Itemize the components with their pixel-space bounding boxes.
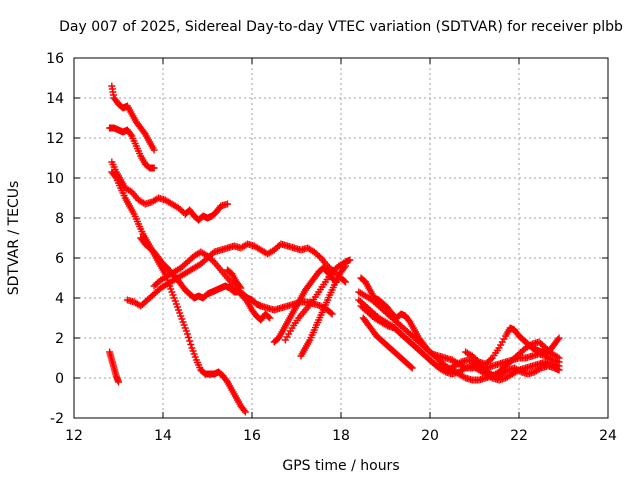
- data-point: [237, 284, 245, 292]
- data-point: [185, 334, 193, 341]
- series-arc-1: [108, 82, 158, 154]
- series-arc-5: [137, 234, 336, 318]
- x-tick-label: 18: [332, 428, 350, 444]
- data-point: [555, 366, 563, 374]
- y-tick-label: 14: [46, 91, 64, 107]
- series-arc-3: [108, 158, 232, 224]
- x-tick-label: 14: [154, 428, 172, 444]
- data-point: [187, 341, 195, 348]
- data-point: [408, 364, 416, 372]
- series-arc-10: [281, 256, 354, 344]
- data-point: [341, 262, 349, 270]
- data-point: [554, 336, 562, 343]
- series-arc-15: [357, 302, 563, 380]
- data-point: [340, 277, 348, 285]
- data-point: [328, 310, 336, 318]
- data-point: [555, 354, 563, 362]
- x-tick-label: 20: [421, 428, 439, 444]
- data-point: [266, 314, 274, 322]
- series-arc-8: [224, 266, 245, 292]
- series-arc-17: [462, 324, 563, 368]
- data-point: [127, 131, 135, 138]
- data-point: [265, 313, 273, 321]
- y-tick-label: -2: [50, 411, 64, 427]
- data-point: [407, 363, 415, 371]
- data-point: [241, 408, 249, 416]
- y-tick-label: 10: [46, 171, 64, 187]
- y-tick-label: 2: [55, 331, 64, 347]
- data-series: [106, 82, 563, 416]
- series-arc-7: [150, 248, 274, 324]
- data-point: [115, 378, 122, 386]
- data-point: [150, 164, 158, 172]
- data-point: [555, 334, 563, 342]
- x-tick-label: 16: [243, 428, 261, 444]
- data-point: [186, 337, 194, 345]
- series-arc-11: [297, 262, 349, 360]
- y-tick-label: 4: [55, 291, 64, 307]
- y-tick-label: 12: [46, 131, 64, 147]
- series-arc-2: [106, 124, 158, 172]
- data-point: [236, 283, 244, 290]
- chart-title: Day 007 of 2025, Sidereal Day-to-day VTE…: [59, 19, 623, 35]
- data-point: [240, 407, 248, 414]
- data-point: [327, 309, 335, 317]
- data-point: [111, 173, 119, 180]
- y-tick-label: 8: [55, 211, 64, 227]
- data-point: [224, 200, 232, 208]
- x-tick-label: 22: [510, 428, 528, 444]
- y-tick-label: 6: [55, 251, 64, 267]
- x-axis-label: GPS time / hours: [282, 458, 399, 474]
- series-arc-18: [106, 348, 122, 386]
- series-arc-16: [359, 314, 416, 372]
- y-tick-label: 0: [55, 371, 64, 387]
- data-point: [183, 330, 191, 338]
- y-tick-label: 16: [46, 51, 64, 67]
- data-point: [150, 146, 158, 154]
- data-point: [340, 264, 348, 271]
- data-point: [341, 278, 349, 286]
- x-tick-label: 12: [65, 428, 83, 444]
- data-point: [346, 256, 354, 264]
- x-tick-label: 24: [599, 428, 617, 444]
- y-axis-label: SDTVAR / TECUs: [6, 181, 22, 296]
